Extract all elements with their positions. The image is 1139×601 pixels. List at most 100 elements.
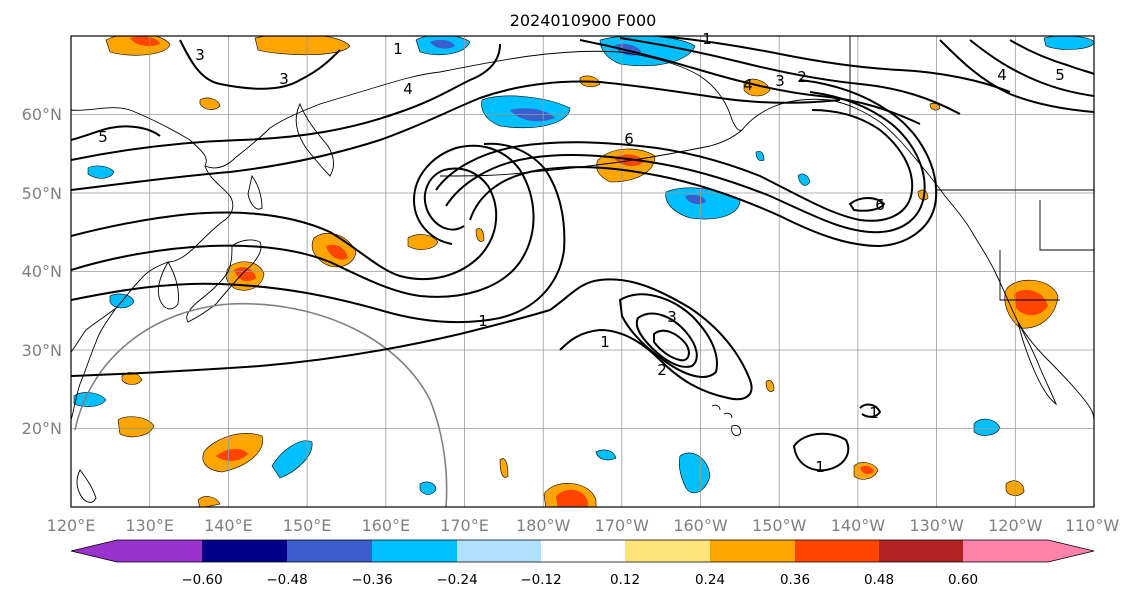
alaska-coastline [439, 50, 973, 233]
negative-anomaly-patch [87, 165, 115, 179]
negative-anomaly-patch [755, 150, 765, 162]
colorbar-segment [710, 540, 795, 562]
us-canada-border [849, 36, 1094, 301]
contour-line [792, 432, 850, 472]
map-panel: 1 1 1 1 2 2 3 3 3 3 4 4 4 5 5 6 6 1 1 [70, 30, 1095, 508]
lat-tick-label: 60°N [22, 105, 62, 124]
colorbar-tick-label: −0.24 [436, 572, 477, 588]
lon-tick-label: 180°W [516, 516, 571, 535]
contour-line [579, 39, 921, 125]
negative-anomaly-patch [973, 418, 1001, 436]
anomaly-shading [73, 36, 1094, 507]
positive-anomaly-patch [475, 228, 485, 242]
contour-line [71, 167, 498, 280]
contour-label: 1 [869, 404, 879, 422]
contour-label: 5 [1055, 66, 1065, 84]
lat-tick-label: 30°N [22, 341, 62, 360]
positive-anomaly-patch [254, 36, 351, 56]
lat-tick-label: 20°N [22, 419, 62, 438]
contour-lines [71, 36, 1094, 472]
contour-label: 6 [624, 130, 634, 148]
colorbar-segment [541, 540, 625, 562]
colorbar-tick-label: 0.60 [948, 572, 978, 588]
contour-line [71, 278, 753, 401]
positive-anomaly-patch [765, 380, 775, 392]
contour-label: 1 [393, 40, 403, 58]
contour-line [71, 142, 566, 324]
negative-anomaly-patch [271, 440, 313, 479]
lon-tick-label: 130°W [909, 516, 964, 535]
lon-tick-label: 110°W [1065, 516, 1120, 535]
colorbar-segment [879, 540, 963, 562]
contour-line [939, 39, 1094, 113]
contour-line [1009, 39, 1094, 75]
contour-label: 1 [702, 30, 712, 48]
contour-line [618, 293, 718, 378]
lon-tick-label: 130°E [125, 516, 174, 535]
negative-anomaly-patch [797, 173, 811, 186]
negative-anomaly-patch [419, 481, 437, 495]
longitude-axis: 120°E 130°E 140°E 150°E 160°E 170°E 180°… [47, 516, 1120, 535]
contour-line [469, 79, 938, 248]
positive-anomaly-patch [199, 97, 221, 110]
colorbar-tick-label: 0.36 [780, 572, 810, 588]
colorbar-segment [457, 540, 541, 562]
colorbar-segment [795, 540, 879, 562]
colorbar-segment [117, 540, 202, 562]
lon-tick-label: 120°W [988, 516, 1043, 535]
contour-line [859, 403, 882, 418]
colorbar-tick-label: 0.48 [864, 572, 894, 588]
contour-line [659, 36, 1011, 93]
colorbar-segment [625, 540, 710, 562]
coastlines [71, 36, 1094, 503]
kamchatka-coastline [295, 102, 335, 177]
hawaii-islands [711, 404, 741, 437]
contour-label: 2 [657, 361, 667, 379]
lon-tick-label: 160°W [673, 516, 728, 535]
contour-line [71, 125, 161, 141]
contour-line [179, 39, 341, 90]
contour-line [969, 39, 1094, 97]
positive-anomaly-patch [407, 234, 439, 250]
colorbar-segment [372, 540, 457, 562]
colorbar-segment [963, 540, 1048, 562]
colorbar-tick-label: −0.48 [266, 572, 307, 588]
colorbar-tick-label: 0.12 [610, 572, 640, 588]
colorbar-outline [70, 539, 1095, 563]
lat-tick-label: 40°N [22, 262, 62, 281]
contour-label: 3 [775, 72, 785, 90]
colorbar-tick-label: −0.60 [181, 572, 222, 588]
contour-label: 3 [279, 70, 289, 88]
negative-anomaly-patch [595, 449, 617, 461]
korea-coastline [157, 261, 179, 310]
contour-label: 2 [797, 68, 807, 86]
negative-anomaly-patch [678, 452, 711, 494]
contour-label: 4 [403, 80, 413, 98]
positive-anomaly-core [860, 465, 874, 475]
positive-anomaly-patch [117, 416, 155, 438]
contour-line [635, 312, 698, 368]
colorbar-extend-low [71, 540, 117, 562]
lon-tick-label: 140°E [204, 516, 253, 535]
lon-tick-label: 120°E [47, 516, 96, 535]
baja-coastline [1017, 321, 1058, 406]
contour-line [71, 43, 501, 161]
colorbar-tick-label: −0.36 [351, 572, 392, 588]
north-america-coastline [971, 231, 1094, 421]
positive-anomaly-core [234, 267, 256, 282]
colorbar-tick-label: 0.24 [695, 572, 725, 588]
colorbar-tick-label: −0.12 [520, 572, 561, 588]
contour-label: 5 [98, 128, 108, 146]
contour-label: 1 [478, 312, 488, 330]
contour-label: 6 [875, 196, 885, 214]
lon-tick-label: 170°W [595, 516, 650, 535]
contour-line [435, 109, 914, 222]
colorbar-segment [287, 540, 372, 562]
positive-anomaly-patch [917, 189, 929, 201]
range-ring-arc [74, 302, 448, 507]
negative-anomaly-patch [73, 392, 107, 407]
contour-label: 3 [667, 308, 677, 326]
positive-anomaly-core [216, 448, 248, 462]
philippines-coastline [76, 469, 97, 503]
